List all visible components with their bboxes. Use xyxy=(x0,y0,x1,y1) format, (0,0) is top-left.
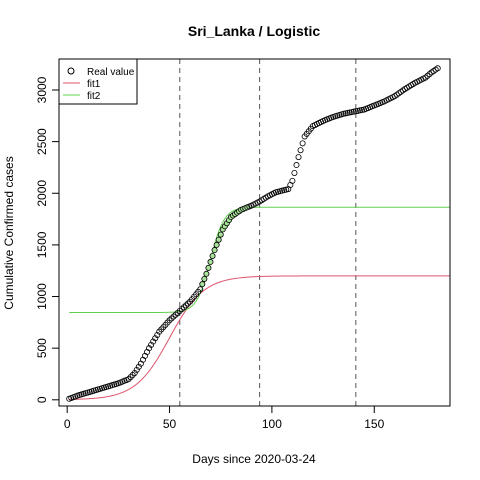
data-point xyxy=(168,315,175,322)
legend-label-fit1: fit1 xyxy=(87,79,101,90)
data-point xyxy=(135,363,142,370)
y-tick-label: 1000 xyxy=(35,283,49,310)
data-point xyxy=(209,252,216,259)
y-tick-label: 2500 xyxy=(35,128,49,155)
x-tick-label: 50 xyxy=(163,417,177,431)
data-point xyxy=(434,65,441,72)
legend: Real value fit1 fit2 xyxy=(58,58,138,105)
data-point xyxy=(166,317,173,324)
data-point xyxy=(299,140,306,147)
legend-label-fit2: fit2 xyxy=(87,91,101,102)
x-axis-label: Days since 2020-03-24 xyxy=(192,452,316,466)
data-point xyxy=(217,231,224,238)
data-point xyxy=(182,302,189,309)
y-tick-label: 3000 xyxy=(35,76,49,103)
data-point xyxy=(199,281,206,288)
data-point xyxy=(211,247,218,254)
fit1-line xyxy=(69,275,450,400)
data-point xyxy=(180,304,187,311)
data-point xyxy=(125,376,132,383)
data-point xyxy=(426,71,433,78)
data-point xyxy=(184,300,191,307)
x-tick-label: 100 xyxy=(262,417,282,431)
fit2-line xyxy=(69,206,450,314)
data-point xyxy=(293,162,300,169)
data-point xyxy=(424,72,431,79)
data-point xyxy=(176,307,183,314)
data-point xyxy=(207,258,214,265)
data-point xyxy=(422,74,429,81)
data-point xyxy=(152,335,159,342)
data-point xyxy=(289,177,296,184)
data-point xyxy=(178,306,185,313)
data-point xyxy=(197,286,204,293)
data-point xyxy=(174,309,181,316)
legend-marker-real xyxy=(67,67,75,75)
data-point xyxy=(205,264,212,271)
data-point xyxy=(148,341,155,348)
data-point xyxy=(133,366,140,373)
data-point xyxy=(150,338,157,345)
y-axis-label: Cumulative Confirmed cases xyxy=(2,156,16,309)
x-tick-label: 0 xyxy=(64,417,71,431)
data-point xyxy=(172,311,179,318)
data-point xyxy=(129,372,136,379)
data-point xyxy=(154,331,161,338)
y-tick-label: 0 xyxy=(35,396,49,403)
data-point xyxy=(146,345,153,352)
chart-title: Sri_Lanka / Logistic xyxy=(188,23,320,39)
data-point xyxy=(131,369,138,376)
data-point xyxy=(170,313,177,320)
plot-frame xyxy=(58,58,451,407)
data-point xyxy=(201,275,208,282)
y-tick-label: 500 xyxy=(35,338,49,358)
data-point xyxy=(215,236,222,243)
data-point xyxy=(297,147,304,154)
data-point xyxy=(291,169,298,176)
y-tick-label: 1500 xyxy=(35,231,49,258)
x-tick-label: 150 xyxy=(364,417,384,431)
y-tick-label: 2000 xyxy=(35,180,49,207)
data-point xyxy=(295,154,302,161)
legend-label-real: Real value xyxy=(87,67,135,78)
data-point xyxy=(203,270,210,277)
legend-box xyxy=(58,58,138,105)
data-point xyxy=(213,241,220,248)
data-point xyxy=(127,374,134,381)
